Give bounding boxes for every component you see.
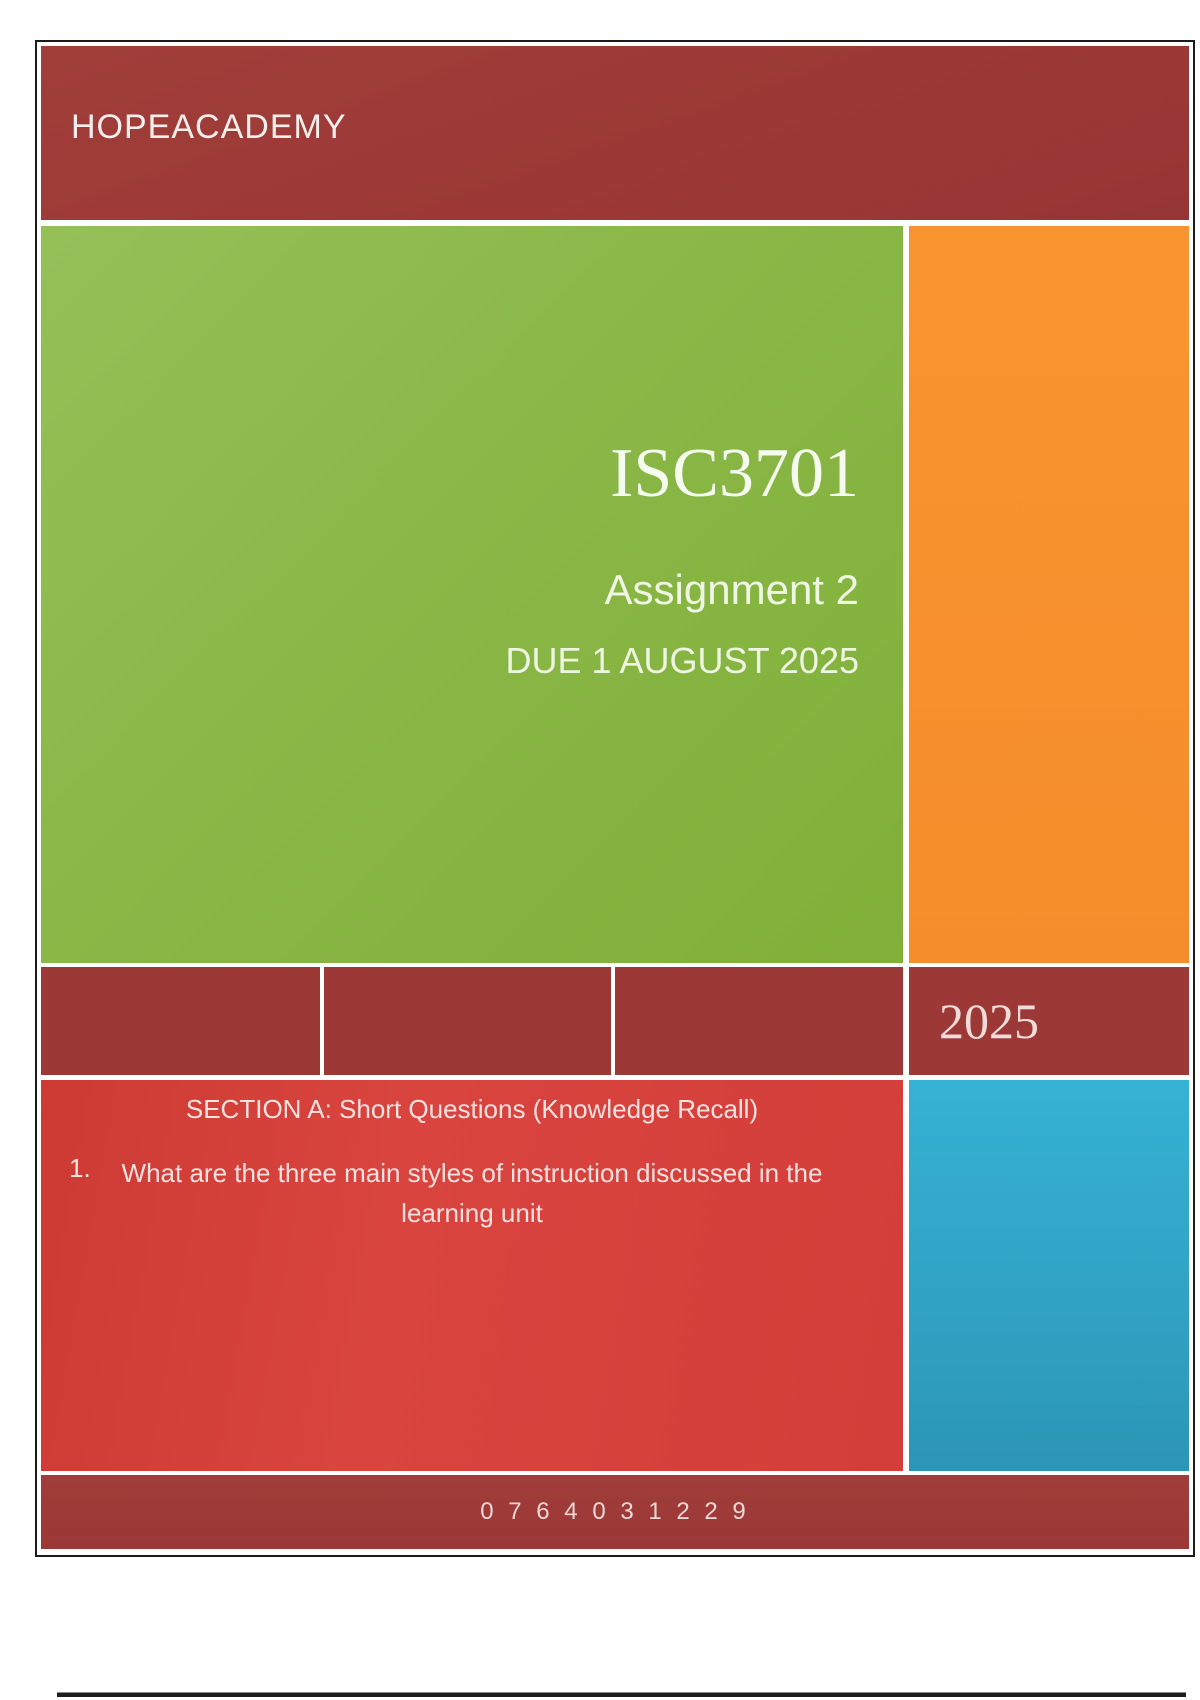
question-item: 1. What are the three main styles of ins… <box>41 1153 903 1233</box>
bottom-rule <box>57 1692 1186 1697</box>
section-heading: SECTION A: Short Questions (Knowledge Re… <box>185 1094 759 1124</box>
course-code: ISC3701 <box>610 435 859 512</box>
due-date: DUE 1 AUGUST 2025 <box>505 640 860 681</box>
assignment-title: Assignment 2 <box>604 566 859 613</box>
blue-panel <box>909 1080 1189 1471</box>
orange-panel <box>909 226 1189 963</box>
question-text: What are the three main styles of instru… <box>121 1158 823 1228</box>
band-cell <box>41 967 320 1075</box>
year-cell: 2025 <box>909 967 1189 1075</box>
section-panel: SECTION A: Short Questions (Knowledge Re… <box>41 1080 903 1471</box>
footer-band: 0 7 6 4 0 3 1 2 2 9 <box>41 1475 1189 1549</box>
document-page: HOPEACADEMY ISC3701 Assignment 2 DUE 1 A… <box>35 40 1195 1557</box>
header-band: HOPEACADEMY <box>41 46 1189 220</box>
year-label: 2025 <box>939 993 1039 1049</box>
section-row: SECTION A: Short Questions (Knowledge Re… <box>41 1080 1189 1471</box>
phone-number: 0 7 6 4 0 3 1 2 2 9 <box>480 1498 750 1525</box>
hero-panel: ISC3701 Assignment 2 DUE 1 AUGUST 2025 <box>41 226 903 963</box>
band-cell <box>615 967 903 1075</box>
band-cell <box>324 967 611 1075</box>
hero-row: ISC3701 Assignment 2 DUE 1 AUGUST 2025 <box>41 226 1189 963</box>
brand-title: HOPEACADEMY <box>71 108 347 146</box>
question-number: 1. <box>69 1153 91 1183</box>
divider-band: 2025 <box>41 967 1189 1075</box>
